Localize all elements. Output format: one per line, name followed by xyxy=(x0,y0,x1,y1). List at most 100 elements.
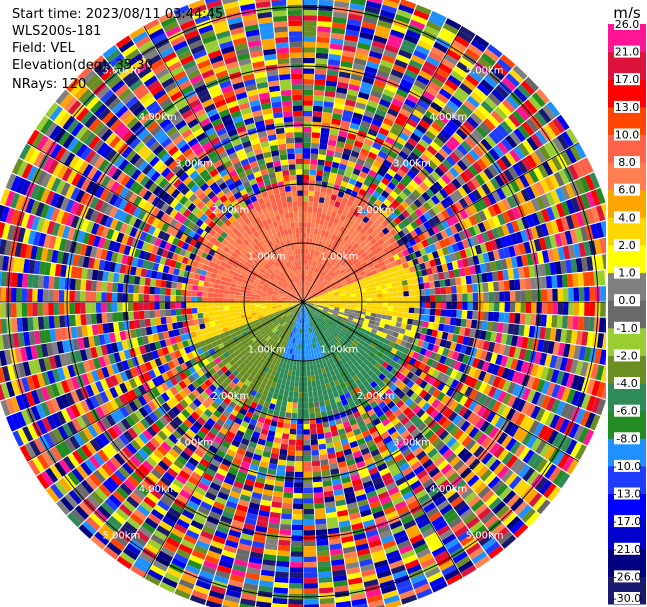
velocity-gate xyxy=(439,279,446,288)
velocity-gate xyxy=(305,339,308,345)
velocity-gate xyxy=(324,297,330,300)
velocity-gate xyxy=(350,307,356,311)
velocity-gate xyxy=(399,0,417,10)
velocity-gate xyxy=(447,349,455,359)
velocity-gate xyxy=(446,244,455,254)
velocity-gate xyxy=(314,502,325,509)
velocity-gate xyxy=(308,402,315,408)
velocity-gate xyxy=(284,481,294,488)
velocity-gate xyxy=(303,217,308,223)
velocity-gate xyxy=(358,188,367,196)
velocity-gate xyxy=(418,223,427,233)
velocity-gate xyxy=(460,318,467,328)
velocity-gate xyxy=(366,187,375,195)
velocity-gate xyxy=(303,487,313,494)
velocity-gate xyxy=(412,338,420,346)
velocity-gate xyxy=(573,287,580,301)
velocity-gate xyxy=(359,241,366,249)
velocity-gate xyxy=(321,279,327,285)
velocity-gate xyxy=(311,460,321,467)
velocity-gate xyxy=(312,284,317,290)
velocity-gate xyxy=(332,311,339,316)
velocity-gate xyxy=(343,273,349,278)
velocity-gate xyxy=(393,208,402,217)
velocity-gate xyxy=(334,296,340,299)
velocity-gate xyxy=(313,89,325,96)
velocity-gate xyxy=(327,204,334,211)
velocity-gate xyxy=(424,245,432,254)
velocity-gate xyxy=(430,195,441,205)
velocity-gate xyxy=(542,340,550,353)
velocity-gate xyxy=(555,187,566,203)
velocity-gate xyxy=(356,47,370,56)
velocity-gate xyxy=(318,197,325,204)
velocity-gate xyxy=(292,365,297,371)
velocity-gate xyxy=(313,228,319,235)
velocity-gate xyxy=(371,118,383,128)
velocity-gate xyxy=(465,74,480,87)
velocity-gate xyxy=(337,219,344,227)
velocity-gate xyxy=(473,34,490,48)
velocity-gate xyxy=(407,260,414,268)
velocity-gate xyxy=(540,276,547,289)
velocity-gate xyxy=(374,281,381,287)
velocity-gate xyxy=(294,471,303,478)
velocity-gate xyxy=(601,383,606,400)
velocity-gate xyxy=(505,234,514,247)
velocity-gate xyxy=(367,262,374,268)
velocity-gate xyxy=(423,149,434,160)
velocity-gate xyxy=(506,369,516,382)
velocity-gate xyxy=(527,95,542,111)
velocity-gate xyxy=(303,508,315,515)
velocity-gate xyxy=(414,217,423,227)
velocity-gate xyxy=(486,362,495,374)
velocity-gate xyxy=(295,461,303,467)
velocity-gate xyxy=(353,57,367,66)
velocity-gate xyxy=(306,293,310,298)
velocity-gate xyxy=(372,177,381,186)
velocity-gate xyxy=(568,302,574,316)
velocity-gate xyxy=(306,259,310,266)
velocity-gate xyxy=(445,206,455,217)
velocity-gate xyxy=(387,329,394,336)
velocity-gate xyxy=(409,330,416,338)
velocity-gate xyxy=(303,36,316,43)
velocity-gate xyxy=(273,587,288,594)
velocity-gate xyxy=(326,69,339,77)
velocity-gate xyxy=(449,224,458,235)
velocity-gate xyxy=(387,302,394,307)
velocity-gate xyxy=(472,224,482,235)
velocity-gate xyxy=(496,366,505,378)
velocity-gate xyxy=(427,343,435,351)
velocity-gate xyxy=(356,298,362,302)
velocity-gate xyxy=(526,136,539,151)
velocity-gate xyxy=(326,187,333,195)
velocity-gate xyxy=(314,244,318,251)
velocity-gate xyxy=(332,288,339,292)
velocity-gate xyxy=(328,293,335,297)
velocity-gate xyxy=(310,158,318,165)
velocity-gate xyxy=(425,302,431,309)
velocity-gate xyxy=(512,324,520,336)
velocity-gate xyxy=(331,22,346,30)
velocity-gate xyxy=(378,223,386,231)
velocity-gate xyxy=(490,331,498,343)
velocity-gate xyxy=(305,286,308,292)
velocity-gate xyxy=(560,260,567,274)
velocity-gate xyxy=(315,523,327,530)
velocity-gate xyxy=(409,265,416,273)
velocity-gate xyxy=(409,202,419,212)
velocity-gate xyxy=(360,292,367,296)
velocity-gate xyxy=(557,302,564,315)
velocity-gate xyxy=(333,310,339,314)
velocity-gate xyxy=(303,439,311,446)
velocity-gate xyxy=(438,88,453,100)
velocity-gate xyxy=(495,332,503,344)
velocity-gate xyxy=(515,302,521,313)
velocity-gate xyxy=(445,140,457,152)
velocity-gate xyxy=(552,288,558,302)
velocity-gate xyxy=(338,311,344,315)
velocity-gate xyxy=(324,90,336,98)
velocity-gate xyxy=(402,312,409,319)
velocity-gate xyxy=(467,256,475,267)
